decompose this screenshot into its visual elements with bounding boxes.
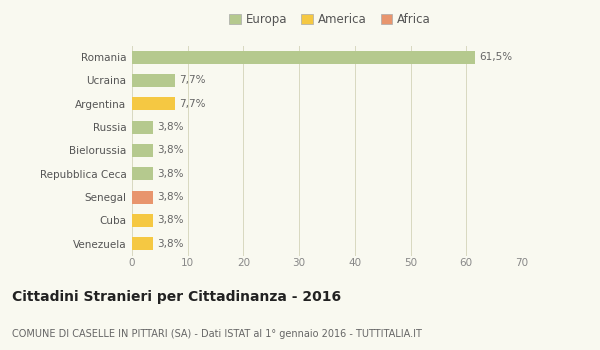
Text: 3,8%: 3,8% [158,239,184,249]
Text: 61,5%: 61,5% [479,52,512,62]
Legend: Europa, America, Africa: Europa, America, Africa [229,13,431,26]
Text: 7,7%: 7,7% [179,99,206,109]
Bar [132,121,153,134]
Bar [132,214,153,227]
Text: 3,8%: 3,8% [158,169,184,179]
Bar [132,167,153,180]
Text: 3,8%: 3,8% [158,216,184,225]
Bar [132,191,153,204]
Bar [132,51,475,64]
Text: 3,8%: 3,8% [158,122,184,132]
Bar [132,97,175,110]
Text: COMUNE DI CASELLE IN PITTARI (SA) - Dati ISTAT al 1° gennaio 2016 - TUTTITALIA.I: COMUNE DI CASELLE IN PITTARI (SA) - Dati… [12,329,422,339]
Bar [132,144,153,157]
Text: 3,8%: 3,8% [158,146,184,155]
Text: 7,7%: 7,7% [179,76,206,85]
Text: 3,8%: 3,8% [158,192,184,202]
Bar [132,74,175,87]
Text: Cittadini Stranieri per Cittadinanza - 2016: Cittadini Stranieri per Cittadinanza - 2… [12,290,341,304]
Bar [132,237,153,250]
